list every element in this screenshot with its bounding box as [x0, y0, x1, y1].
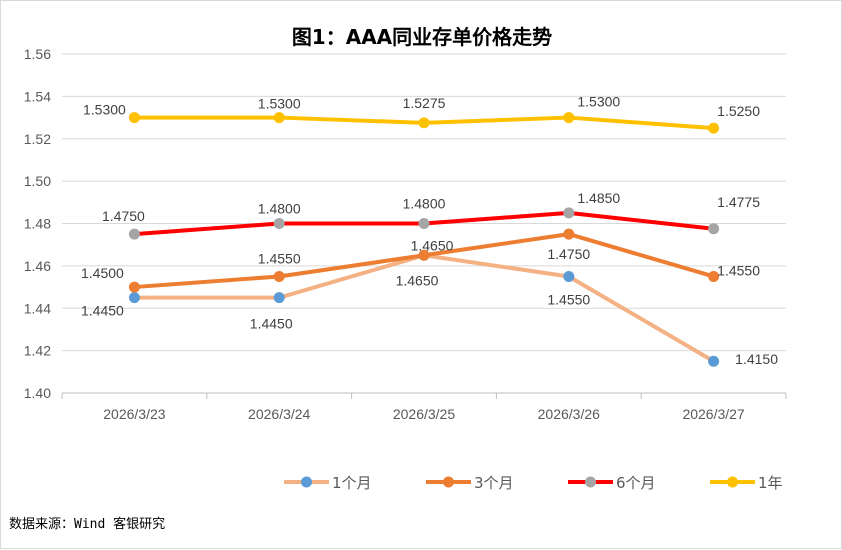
- data-label: 1.4750: [547, 246, 590, 262]
- y-tick-label: 1.52: [24, 131, 51, 147]
- data-point: [273, 218, 285, 229]
- data-point: [418, 218, 430, 229]
- data-point: [418, 117, 430, 129]
- x-tick-label: 2026/3/25: [393, 406, 455, 422]
- y-tick-label: 1.46: [24, 258, 51, 274]
- data-point: [563, 207, 575, 219]
- y-tick-label: 1.54: [24, 88, 51, 104]
- data-point: [708, 223, 720, 235]
- data-point: [128, 292, 140, 304]
- legend-label: 6个月: [616, 474, 656, 492]
- data-label: 1.4550: [258, 250, 301, 266]
- data-label: 1.4775: [717, 194, 760, 210]
- data-label: 1.5250: [717, 103, 760, 119]
- data-label: 1.5300: [577, 94, 620, 110]
- data-label: 1.4850: [577, 190, 620, 206]
- data-label: 1.4650: [411, 237, 454, 253]
- x-tick-label: 2026/3/26: [538, 406, 600, 422]
- legend-label: 3个月: [474, 474, 514, 492]
- y-tick-label: 1.48: [24, 216, 51, 232]
- chart-title: 图1：AAA同业存单价格走势: [291, 25, 553, 49]
- legend-label: 1个月: [332, 474, 372, 492]
- data-point: [563, 112, 575, 124]
- y-tick-label: 1.42: [24, 343, 51, 359]
- data-label: 1.4450: [81, 303, 124, 319]
- data-label: 1.4450: [250, 316, 293, 332]
- data-point: [708, 355, 720, 367]
- data-point: [708, 270, 720, 282]
- legend-label: 1年: [758, 474, 783, 492]
- data-label: 1.4750: [102, 208, 145, 224]
- data-point: [128, 228, 140, 240]
- data-label: 1.5300: [258, 96, 301, 112]
- y-tick-label: 1.44: [24, 300, 51, 316]
- legend-marker: [301, 476, 312, 488]
- legend-marker: [585, 476, 596, 488]
- data-point: [273, 270, 285, 282]
- data-label: 1.4550: [547, 291, 590, 307]
- y-tick-label: 1.40: [24, 385, 51, 401]
- data-point: [708, 122, 720, 134]
- data-label: 1.5275: [403, 95, 446, 111]
- data-point: [273, 292, 285, 304]
- data-label: 1.4500: [81, 265, 124, 281]
- data-label: 1.4800: [258, 201, 301, 217]
- data-point: [418, 249, 430, 261]
- legend-marker: [443, 476, 454, 488]
- data-label: 1.4800: [403, 196, 446, 212]
- y-tick-label: 1.56: [24, 46, 51, 62]
- source-note: 数据来源：Wind 客银研究: [9, 517, 166, 532]
- data-label: 1.4550: [717, 262, 760, 278]
- y-tick-label: 1.50: [24, 173, 51, 189]
- data-label: 1.4650: [396, 272, 439, 288]
- data-point: [128, 112, 140, 124]
- data-point: [563, 270, 575, 282]
- x-tick-label: 2026/3/24: [248, 406, 310, 422]
- data-label: 1.5300: [83, 102, 126, 118]
- data-point: [273, 112, 285, 124]
- data-point: [563, 228, 575, 240]
- x-tick-label: 2026/3/23: [103, 406, 165, 422]
- data-point: [128, 281, 140, 293]
- legend-marker: [727, 476, 738, 488]
- data-label: 1.4150: [735, 351, 778, 367]
- x-tick-label: 2026/3/27: [682, 406, 744, 422]
